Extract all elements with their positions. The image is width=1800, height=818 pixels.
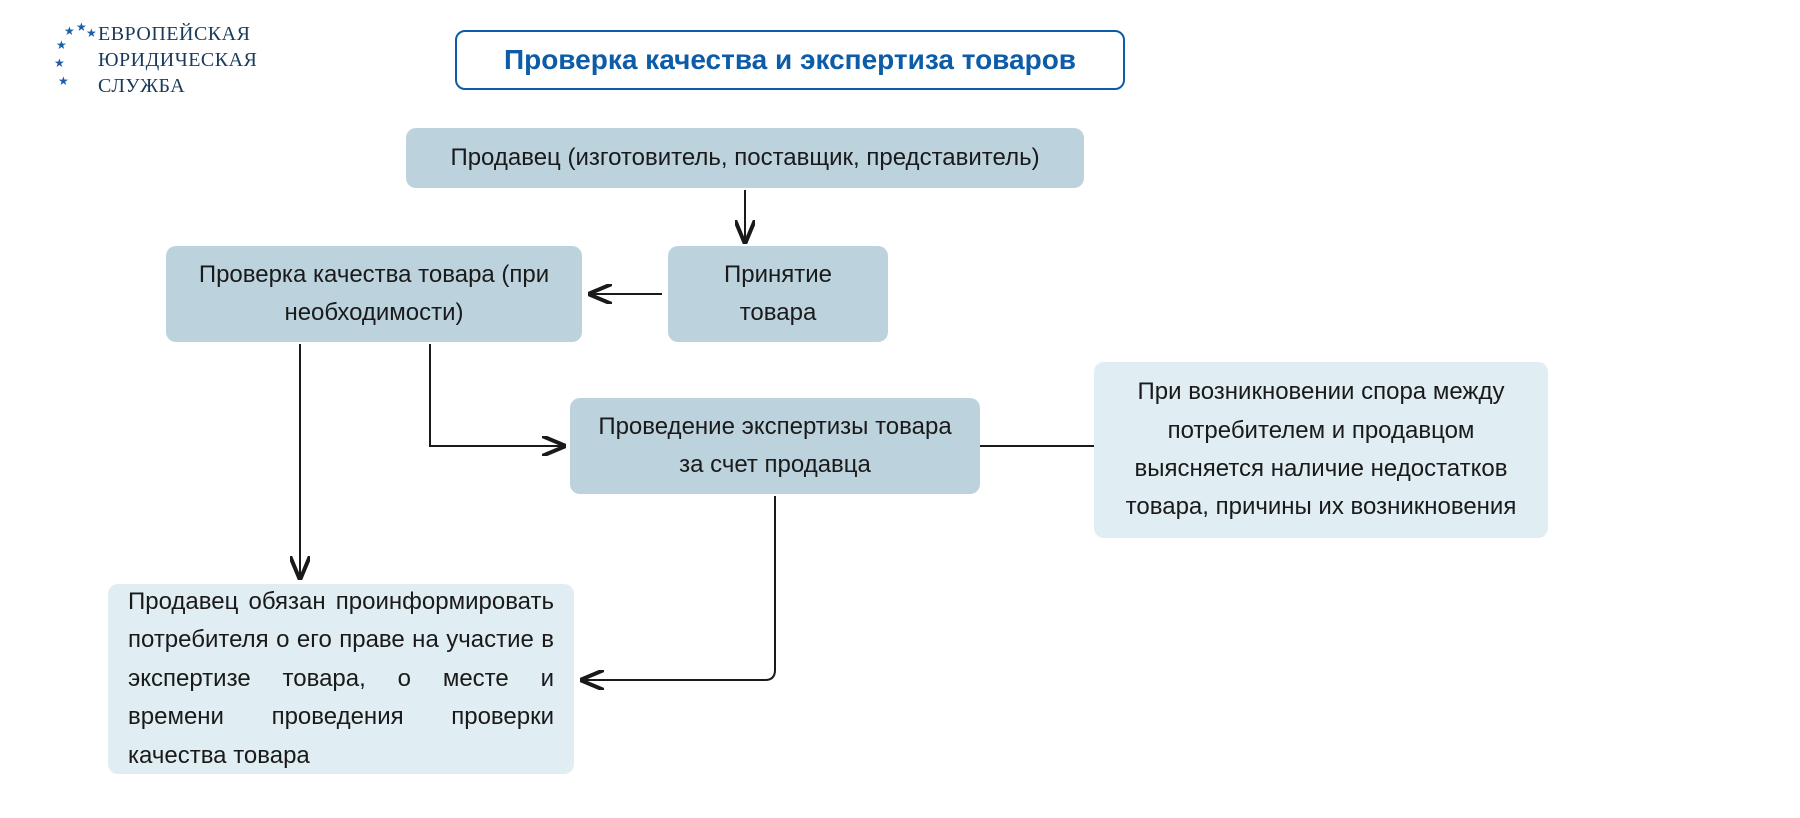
node-expertise-text: Проведение экспертизы товара за счет про… <box>590 408 960 485</box>
edge-qualitycheck-expertise <box>430 344 562 446</box>
node-seller-text: Продавец (изготовитель, поставщик, предс… <box>450 139 1039 177</box>
node-inform: Продавец обязан проинформировать потреби… <box>108 584 574 774</box>
node-quality-check-text: Проверка качества товара (при необходимо… <box>186 256 562 333</box>
logo: ★ ★ ★ ★ ★ ★ ЕВРОПЕЙСКАЯ ЮРИДИЧЕСКАЯ СЛУЖ… <box>60 20 257 100</box>
node-accept: Принятие товара <box>668 246 888 342</box>
node-inform-text: Продавец обязан проинформировать потреби… <box>128 583 554 775</box>
diagram-title: Проверка качества и экспертиза товаров <box>455 30 1125 90</box>
node-seller: Продавец (изготовитель, поставщик, предс… <box>406 128 1084 188</box>
logo-text: ЕВРОПЕЙСКАЯ ЮРИДИЧЕСКАЯ СЛУЖБА <box>98 21 257 99</box>
node-expertise: Проведение экспертизы товара за счет про… <box>570 398 980 494</box>
logo-line2: ЮРИДИЧЕСКАЯ <box>98 47 257 73</box>
diagram-title-text: Проверка качества и экспертиза товаров <box>504 44 1076 76</box>
node-quality-check: Проверка качества товара (при необходимо… <box>166 246 582 342</box>
node-accept-text: Принятие товара <box>688 256 868 333</box>
logo-line3: СЛУЖБА <box>98 73 257 99</box>
node-dispute-text: При возникновении спора между потребител… <box>1114 373 1528 527</box>
node-dispute: При возникновении спора между потребител… <box>1094 362 1548 538</box>
logo-stars-icon: ★ ★ ★ ★ ★ ★ <box>60 20 90 100</box>
logo-line1: ЕВРОПЕЙСКАЯ <box>98 21 257 47</box>
edge-expertise-inform <box>584 496 775 680</box>
